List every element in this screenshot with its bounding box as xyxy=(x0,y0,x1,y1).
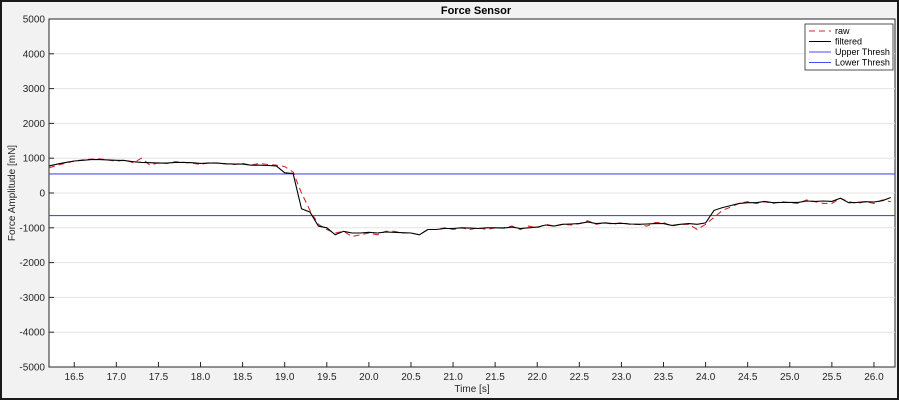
y-tick-label: -1000 xyxy=(19,223,45,234)
legend-label: filtered xyxy=(835,37,862,47)
legend-label: raw xyxy=(835,26,850,36)
y-tick-label: 5000 xyxy=(23,15,46,26)
x-tick-label: 18.5 xyxy=(233,372,253,383)
y-tick-label: -2000 xyxy=(19,258,45,269)
x-tick-label: 20.0 xyxy=(359,372,379,383)
x-tick-label: 19.5 xyxy=(317,372,337,383)
y-tick-label: -5000 xyxy=(19,363,45,374)
x-tick-label: 25.0 xyxy=(780,372,800,383)
x-tick-label: 18.0 xyxy=(191,372,211,383)
x-tick-label: 17.0 xyxy=(107,372,127,383)
x-tick-label: 26.0 xyxy=(864,372,884,383)
y-axis-ticks: -5000 -4000 -3000 -2000 -1000 0 1000 2000 3000 40… xyxy=(19,15,54,374)
y-tick-label: -4000 xyxy=(19,328,45,339)
y-tick-label: -3000 xyxy=(19,293,45,304)
x-tick-label: 22.5 xyxy=(570,372,590,383)
y-tick-label: 2000 xyxy=(23,119,46,130)
series-line-filtered xyxy=(48,159,891,236)
chart-title: Force Sensor xyxy=(441,5,512,17)
x-tick-label: 24.5 xyxy=(738,372,758,383)
x-tick-label: 21.5 xyxy=(485,372,505,383)
y-tick-label: 4000 xyxy=(23,49,46,60)
y-axis-label: Force Amplitude [mN] xyxy=(7,145,18,241)
y-tick-label: 0 xyxy=(39,189,45,200)
y-grid xyxy=(49,53,895,333)
x-tick-label: 24.0 xyxy=(696,372,716,383)
x-tick-label: 16.5 xyxy=(65,372,85,383)
legend-label: Lower Thresh xyxy=(835,58,890,68)
y-tick-label: 3000 xyxy=(23,84,46,95)
x-tick-label: 20.5 xyxy=(401,372,421,383)
x-tick-label: 17.5 xyxy=(149,372,169,383)
x-tick-label: 23.0 xyxy=(612,372,632,383)
series-line-raw xyxy=(48,157,891,238)
x-tick-label: 25.5 xyxy=(822,372,842,383)
x-tick-label: 21.0 xyxy=(443,372,463,383)
legend-label: Upper Thresh xyxy=(835,47,890,57)
y-tick-label: 1000 xyxy=(23,154,46,165)
x-tick-label: 19.0 xyxy=(275,372,295,383)
x-tick-label: 22.0 xyxy=(528,372,548,383)
series-layer xyxy=(48,157,895,238)
x-axis-ticks: 16.5 17.0 17.5 18.0 18.5 19.0 19.5 20.0 20.5 21.0… xyxy=(65,362,884,383)
x-axis-label: Time [s] xyxy=(454,384,489,395)
x-tick-label: 23.5 xyxy=(654,372,674,383)
